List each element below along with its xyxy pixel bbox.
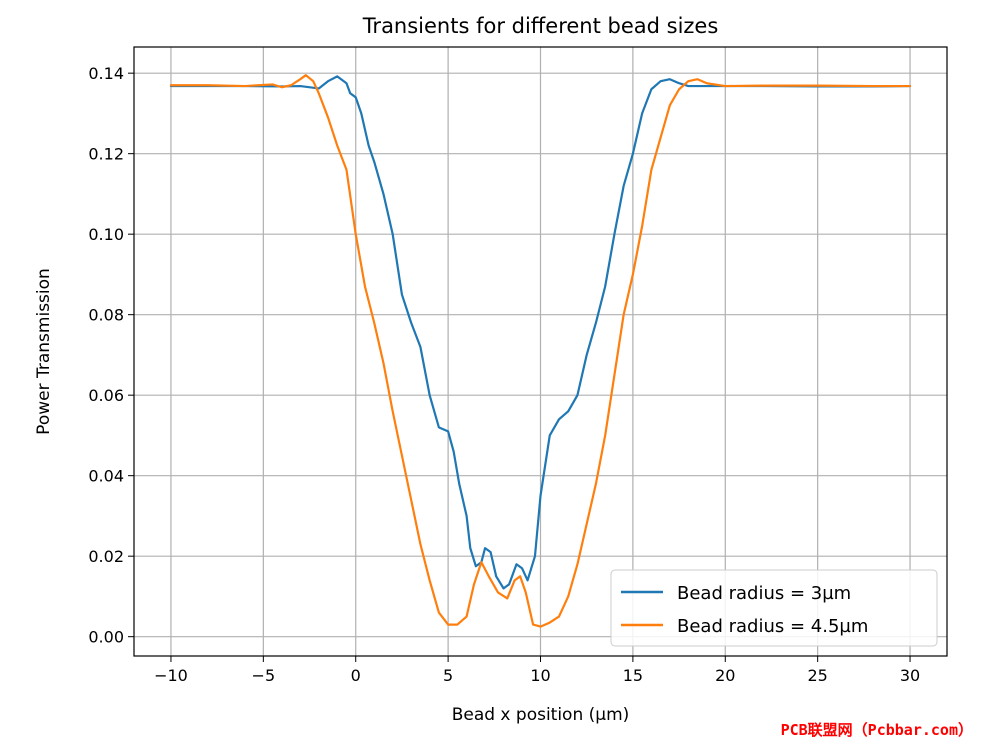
x-tick-label: −10 (154, 666, 188, 685)
x-tick-label: 5 (443, 666, 453, 685)
y-tick-label: 0.12 (88, 145, 124, 164)
legend-box (610, 569, 938, 647)
x-axis-label: Bead x position (µm) (452, 705, 630, 725)
x-tick-label: 0 (351, 666, 361, 685)
x-tick-label: −5 (252, 666, 276, 685)
series-line-2 (169, 74, 912, 628)
x-tick-label: 20 (715, 666, 735, 685)
y-tick-label: 0.10 (88, 225, 124, 244)
y-tick-label: 0.06 (88, 386, 124, 405)
y-tick-label: 0.02 (88, 547, 124, 566)
x-tick-label: 10 (530, 666, 550, 685)
y-tick-label: 0.04 (88, 467, 124, 486)
legend-label-1: Bead radius = 3µm (677, 583, 851, 604)
y-tick-label: 0.00 (88, 628, 124, 647)
x-tick-label: 15 (623, 666, 643, 685)
grid (134, 47, 947, 656)
series-line-1 (169, 75, 912, 590)
series-layer (169, 74, 912, 628)
watermark: PCB联盟网（Pcbbar.com） (780, 721, 973, 739)
legend-label-2: Bead radius = 4.5µm (677, 616, 868, 637)
x-tick-label: 30 (900, 666, 920, 685)
y-tick-label: 0.08 (88, 306, 124, 325)
x-tick-label: 25 (807, 666, 827, 685)
legend: Bead radius = 3µm Bead radius = 4.5µm (610, 569, 938, 647)
chart-title: Transients for different bead sizes (362, 14, 719, 38)
ticks: −10 −5 0 5 10 15 20 25 30 0.00 0.02 0.04 0.06 0.08 0.1… (88, 64, 920, 685)
y-tick-label: 0.14 (88, 64, 124, 83)
y-axis-label: Power Transmission (34, 268, 54, 435)
